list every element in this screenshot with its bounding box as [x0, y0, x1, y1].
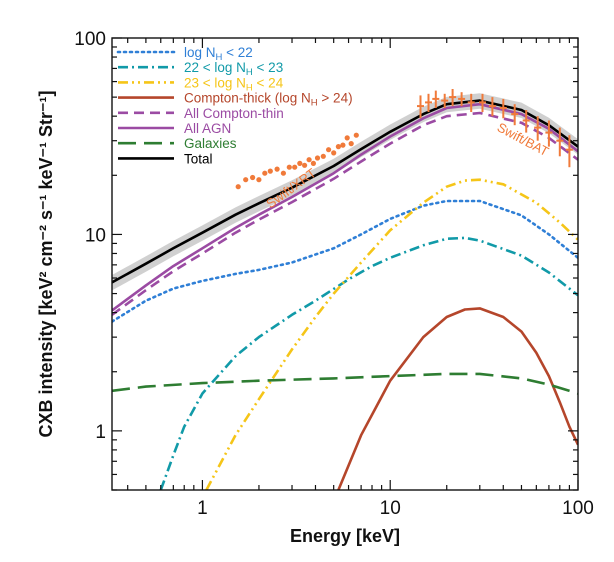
bat-point-10 [511, 104, 519, 126]
xrt-point-12 [306, 157, 312, 163]
y-tick-label-0: 1 [95, 422, 106, 443]
xrt-point-22 [353, 132, 359, 138]
xrt-point-11 [302, 162, 308, 168]
series-line-3 [337, 307, 578, 490]
xrt-point-16 [326, 147, 332, 153]
xrt-point-8 [286, 164, 292, 170]
xrt-point-2 [250, 174, 256, 181]
legend-item-2: 23 < log NH < 24 [118, 75, 284, 93]
x-tick-label-1: 10 [380, 498, 401, 519]
legend-item-6: Galaxies [118, 136, 237, 151]
legend-item-0: log NH < 22 [116, 45, 253, 63]
series-line-4 [112, 111, 578, 316]
xrt-point-3 [256, 177, 262, 183]
xrt-point-9 [292, 164, 298, 170]
xrt-point-10 [297, 160, 303, 166]
bat-point-0 [417, 95, 424, 119]
legend-label-3: Compton-thick (log NH > 24) [184, 91, 353, 109]
xrt-point-13 [310, 160, 316, 166]
series-line-0 [112, 199, 578, 323]
xrt-point-17 [331, 150, 337, 156]
legend-item-4: All Compton-thin [118, 106, 284, 121]
axes-layer: 1 10 100 1 10 100 [74, 29, 594, 519]
xrt-point-15 [320, 153, 326, 159]
total-uncertainty-band [112, 93, 578, 291]
xrt-point-20 [344, 135, 350, 141]
plot-frame [111, 37, 579, 491]
series-line-7 [112, 99, 578, 284]
legend-label-7: Total [184, 151, 213, 166]
y-axis-label: CXB intensity [keV² cm⁻² s⁻¹ keV⁻¹ Str⁻¹… [36, 90, 56, 437]
xrt-point-4 [262, 170, 268, 176]
series-line-5 [112, 102, 578, 312]
legend-item-1: 22 < log NH < 23 [118, 60, 283, 78]
bat-point-13 [545, 120, 553, 147]
xrt-point-0 [235, 184, 241, 190]
xrt-point-1 [243, 177, 249, 183]
uncertainty-band-layer [112, 93, 578, 291]
x-axis-label: Energy [keV] [290, 526, 400, 546]
legend-label-1: 22 < log NH < 23 [184, 60, 283, 78]
legend-label-0: log NH < 22 [184, 45, 253, 63]
bat-point-1 [425, 93, 432, 112]
bat-point-4 [449, 89, 457, 107]
legend-item-3: Compton-thick (log NH > 24) [118, 91, 353, 109]
legend-item-5: All AGN [118, 121, 231, 136]
x-tick-label-2: 100 [562, 498, 594, 519]
bat-point-3 [441, 93, 449, 108]
legend-label-5: All AGN [184, 121, 231, 136]
series-lines-layer [112, 99, 578, 490]
legend-item-7: Total [118, 151, 213, 166]
observations-layer [235, 89, 573, 190]
series-line-1 [159, 236, 578, 490]
xrt-point-7 [280, 170, 286, 176]
bat-point-7 [479, 93, 486, 112]
series-line-6 [112, 372, 578, 395]
legend-label-2: 23 < log NH < 24 [184, 75, 284, 93]
bat-point-5 [458, 92, 466, 107]
bat-point-11 [522, 110, 530, 133]
xrt-point-21 [348, 141, 354, 147]
bat-point-2 [432, 90, 440, 108]
bat-point-15 [565, 135, 573, 168]
bat-point-9 [499, 98, 507, 119]
xrt-point-6 [274, 166, 280, 172]
y-tick-label-1: 10 [85, 225, 106, 246]
legend-label-4: All Compton-thin [184, 106, 284, 121]
bat-point-14 [556, 127, 564, 157]
xrt-point-5 [267, 168, 273, 174]
bat-point-6 [467, 93, 475, 112]
y-tick-label-2: 100 [74, 29, 106, 50]
legend-label-6: Galaxies [184, 136, 237, 151]
xrt-point-18 [335, 144, 341, 150]
series-line-2 [205, 178, 578, 490]
xrt-point-19 [340, 142, 346, 148]
x-tick-label-0: 1 [197, 498, 208, 519]
xrt-point-14 [314, 155, 321, 161]
bat-point-8 [488, 97, 496, 117]
bat-point-12 [534, 116, 542, 141]
